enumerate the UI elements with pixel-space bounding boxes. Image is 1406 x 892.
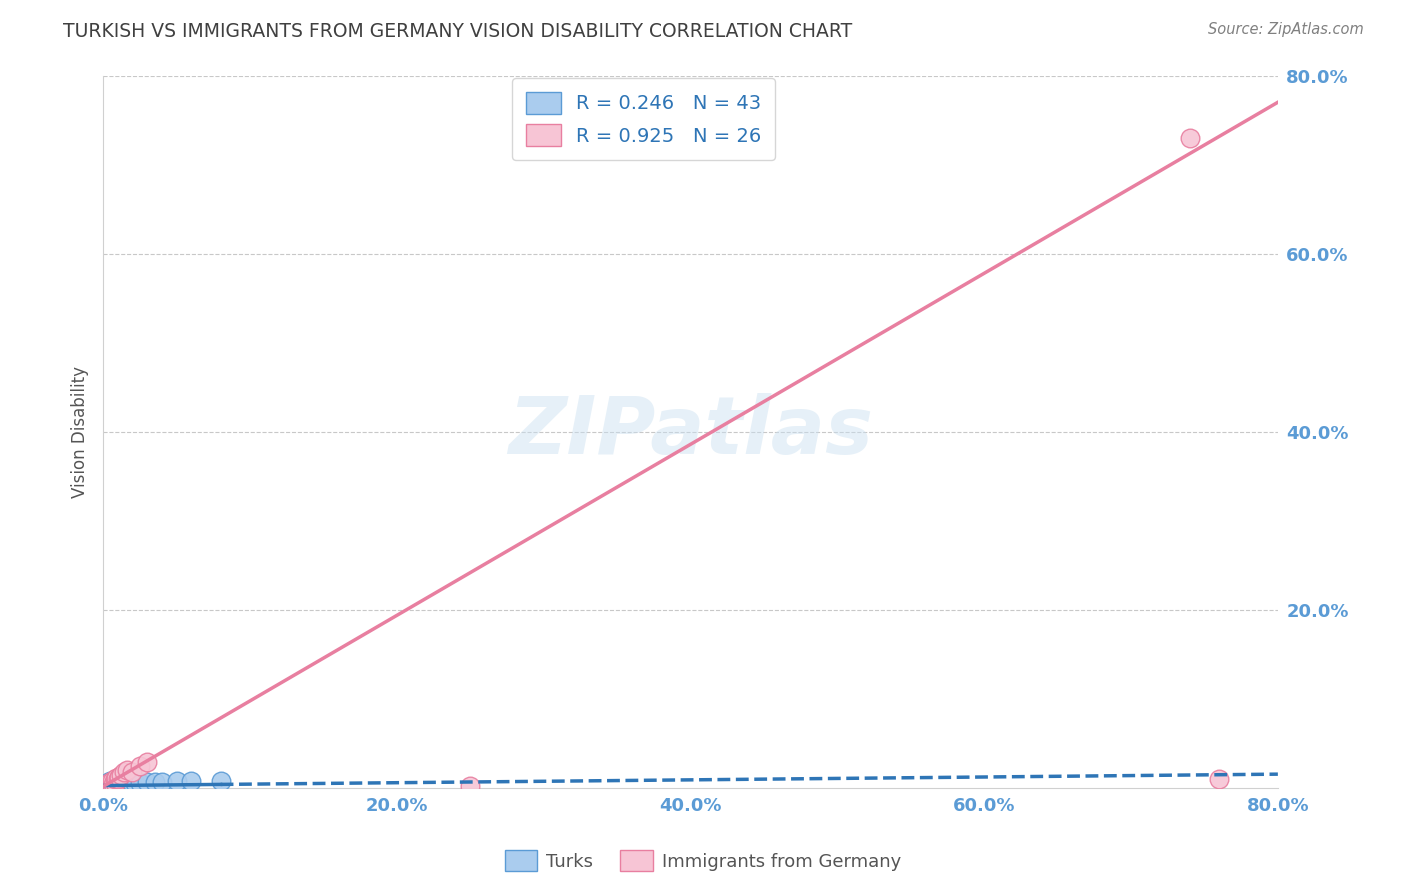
Point — [94, 778, 117, 792]
Point — [105, 775, 128, 789]
Point — [101, 775, 124, 789]
Point — [100, 774, 122, 789]
Point — [114, 777, 136, 791]
Point — [110, 768, 132, 782]
Point — [166, 774, 188, 789]
Point — [136, 775, 159, 789]
Point — [98, 779, 121, 793]
Point — [101, 778, 124, 792]
Point — [111, 778, 134, 792]
Point — [136, 755, 159, 769]
Point — [101, 774, 124, 789]
Point — [100, 776, 122, 790]
Point — [105, 771, 128, 785]
Point — [104, 772, 127, 787]
Point — [103, 775, 125, 789]
Point — [105, 778, 128, 792]
Point — [108, 770, 131, 784]
Point — [100, 779, 122, 793]
Point — [110, 776, 132, 790]
Point — [96, 778, 118, 792]
Point — [104, 776, 127, 790]
Point — [100, 778, 122, 792]
Point — [96, 780, 118, 794]
Point — [93, 780, 115, 794]
Point — [107, 772, 129, 787]
Point — [107, 779, 129, 793]
Point — [98, 775, 121, 789]
Point — [100, 775, 122, 789]
Point — [143, 775, 166, 789]
Point — [1208, 772, 1230, 787]
Point — [121, 776, 143, 790]
Point — [94, 779, 117, 793]
Point — [101, 777, 124, 791]
Point — [101, 779, 124, 793]
Point — [96, 777, 118, 791]
Point — [209, 774, 232, 789]
Point — [107, 776, 129, 790]
Point — [96, 776, 118, 790]
Point — [108, 775, 131, 789]
Point — [121, 765, 143, 780]
Point — [98, 776, 121, 790]
Point — [112, 765, 135, 780]
Point — [150, 775, 173, 789]
Point — [110, 778, 132, 792]
Point — [103, 777, 125, 791]
Y-axis label: Vision Disability: Vision Disability — [72, 366, 89, 498]
Point — [124, 776, 146, 790]
Point — [104, 779, 127, 793]
Point — [128, 776, 150, 790]
Point — [1178, 131, 1201, 145]
Point — [458, 779, 481, 793]
Point — [103, 777, 125, 791]
Point — [98, 777, 121, 791]
Point — [94, 777, 117, 791]
Text: ZIPatlas: ZIPatlas — [508, 392, 873, 471]
Point — [115, 764, 138, 778]
Point — [98, 779, 121, 793]
Legend: Turks, Immigrants from Germany: Turks, Immigrants from Germany — [498, 843, 908, 879]
Point — [180, 774, 202, 789]
Point — [118, 777, 141, 791]
Point — [112, 777, 135, 791]
Text: Source: ZipAtlas.com: Source: ZipAtlas.com — [1208, 22, 1364, 37]
Point — [100, 780, 122, 794]
Point — [104, 776, 127, 790]
Point — [115, 776, 138, 790]
Text: TURKISH VS IMMIGRANTS FROM GERMANY VISION DISABILITY CORRELATION CHART: TURKISH VS IMMIGRANTS FROM GERMANY VISIO… — [63, 22, 852, 41]
Legend: R = 0.246   N = 43, R = 0.925   N = 26: R = 0.246 N = 43, R = 0.925 N = 26 — [512, 78, 775, 160]
Point — [108, 778, 131, 792]
Point — [96, 780, 118, 794]
Point — [93, 779, 115, 793]
Point — [103, 779, 125, 793]
Point — [94, 778, 117, 792]
Point — [128, 759, 150, 773]
